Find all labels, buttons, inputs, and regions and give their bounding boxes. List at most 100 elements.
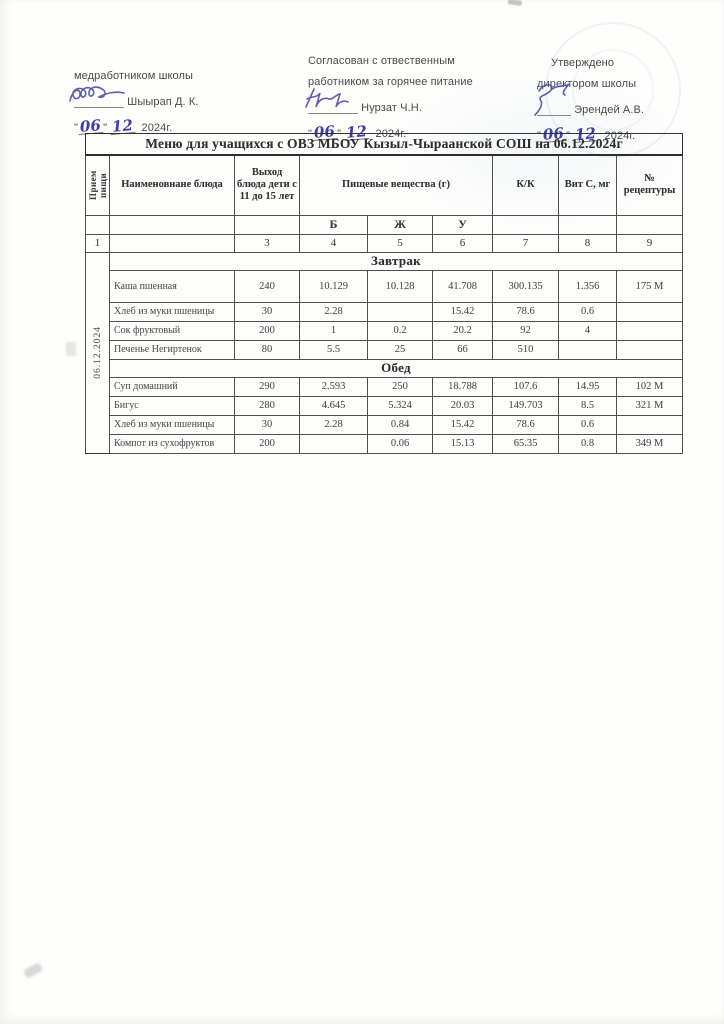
header-dish: Наименовнане блюда — [109, 154, 235, 216]
value-carbs: 20.03 — [432, 395, 493, 416]
col-num: 4 — [299, 233, 368, 253]
value-output: 30 — [234, 301, 300, 322]
value-kcal: 107.6 — [492, 376, 559, 397]
scan-artifact-left-margin — [66, 342, 76, 356]
value-vitc: 0.6 — [558, 414, 617, 435]
value-protein: 4.645 — [299, 395, 368, 416]
approval-role: медработником школы — [74, 70, 194, 82]
col-num: 5 — [367, 233, 433, 253]
dish-name: Хлеб из муки пшеницы — [109, 414, 235, 435]
menu-table: Меню для учащихся с ОВЗ МБОУ Кызыл-Чыраа… — [84, 133, 684, 454]
col-num: 9 — [615, 233, 684, 253]
value-recipe — [615, 320, 684, 341]
header-kcal: К/К — [492, 154, 559, 216]
value-recipe: 349 М — [615, 433, 684, 454]
value-vitc — [558, 339, 617, 360]
section-row-breakfast: 06.12.2024 Завтрак — [85, 251, 684, 454]
table-row: Печенье Негиртенок 80 5.5 25 66 510 — [86, 339, 684, 360]
value-recipe — [615, 414, 684, 435]
approval-role: Согласован с отвественным — [308, 55, 455, 67]
approval-block-catering: Согласован с отвественным работником за … — [305, 55, 533, 142]
value-kcal: 78.6 — [492, 301, 559, 322]
col-num: 1 — [85, 233, 110, 253]
value-protein: 2.593 — [299, 376, 368, 397]
signature-line — [534, 83, 571, 116]
value-fat: 0.2 — [367, 320, 433, 341]
value-protein: 1 — [299, 320, 368, 341]
dish-name: Сок фруктовый — [109, 320, 235, 341]
col-num: 6 — [432, 233, 493, 253]
director-signature-icon — [534, 83, 570, 116]
value-protein: 5.5 — [299, 339, 368, 360]
approval-name: Эрендей А.В. — [574, 104, 645, 116]
approval-role: Утверждено — [551, 57, 615, 69]
value-fat: 0.06 — [367, 433, 433, 454]
value-output: 280 — [234, 395, 300, 416]
table-title-row: Меню для учащихся с ОВЗ МБОУ Кызыл-Чыраа… — [84, 133, 684, 156]
col-num: 7 — [492, 233, 559, 253]
dish-name: Печенье Негиртенок — [109, 339, 235, 360]
value-kcal: 149.703 — [492, 395, 559, 416]
value-fat: 0.84 — [367, 414, 433, 435]
value-vitc: 8.5 — [558, 395, 617, 416]
signature-line — [305, 88, 358, 114]
value-carbs: 15.13 — [432, 433, 493, 454]
value-carbs: 41.708 — [432, 269, 493, 303]
approval-date: "06" 12 2024г. — [74, 116, 173, 136]
value-vitc: 14.95 — [558, 376, 617, 397]
approval-role: директором школы — [537, 78, 637, 90]
subheader-fat: Ж — [367, 214, 433, 235]
value-vitc: 1.356 — [558, 269, 617, 303]
value-fat: 25 — [367, 339, 433, 360]
section-row-lunch: Обед — [86, 358, 684, 378]
value-kcal: 78.6 — [492, 414, 559, 435]
header-vitc: Вит С, мг — [558, 154, 617, 216]
dish-name: Хлеб из муки пшеницы — [109, 301, 235, 322]
value-kcal: 300.135 — [492, 269, 559, 303]
scan-artifact-bottom-left — [22, 962, 44, 979]
value-kcal: 510 — [492, 339, 559, 360]
subheader-row: Б Ж У — [85, 214, 684, 235]
table-row: Хлеб из муки пшеницы 30 2.28 0.84 15.42 … — [86, 414, 684, 435]
value-recipe: 175 М — [615, 269, 684, 303]
approval-block-medical: медработником школы Шыырап Д. К. "06" 12… — [69, 70, 289, 136]
value-fat: 5.324 — [367, 395, 433, 416]
signature-line — [69, 86, 125, 108]
year-label: 2024г. — [141, 122, 173, 134]
value-recipe: 102 М — [615, 376, 684, 397]
value-carbs: 20.2 — [432, 320, 493, 341]
col-num: 8 — [558, 233, 617, 253]
subheader-protein: Б — [299, 214, 368, 235]
value-output: 200 — [234, 320, 300, 341]
document-title: Меню для учащихся с ОВЗ МБОУ Кызыл-Чыраа… — [84, 133, 684, 156]
table-row: Каша пшенная 240 10.129 10.128 41.708 30… — [86, 269, 684, 303]
table-row: Суп домашний 290 2.593 250 18.788 107.6 … — [86, 376, 684, 397]
approval-name: Нурзат Ч.Н. — [361, 102, 422, 114]
header-recipe: № рецептуры — [615, 154, 684, 216]
subheader-carbs: У — [432, 214, 493, 235]
value-fat: 250 — [367, 376, 433, 397]
dish-name: Компот из сухофруктов — [109, 433, 235, 454]
table-row: Компот из сухофруктов 200 0.06 15.13 65.… — [86, 433, 684, 454]
value-output: 290 — [234, 376, 300, 397]
approval-role: работником за горячее питание — [308, 76, 473, 88]
value-protein — [299, 433, 368, 454]
value-vitc: 4 — [558, 320, 617, 341]
table-header-row: Прием пищи Наименовнане блюда Выход блюд… — [85, 154, 684, 216]
value-protein: 10.129 — [299, 269, 368, 303]
header-meal: Прием пищи — [85, 154, 110, 216]
table-row: Хлеб из муки пшеницы 30 2.28 15.42 78.6 … — [86, 301, 684, 322]
value-fat — [367, 301, 433, 322]
table-row: Бигус 280 4.645 5.324 20.03 149.703 8.5 … — [86, 395, 684, 416]
approval-block-director: Утверждено директором школы Эрендей А.В.… — [534, 57, 712, 144]
header-output: Выход блюда дети с 11 до 15 лет — [234, 154, 300, 216]
header-nutrients: Пищевые вещества (г) — [299, 154, 493, 216]
value-output: 240 — [234, 269, 300, 303]
value-output: 200 — [234, 433, 300, 454]
value-recipe — [615, 301, 684, 322]
dish-name: Бигус — [109, 395, 235, 416]
value-carbs: 18.788 — [432, 376, 493, 397]
col-num: 3 — [234, 233, 300, 253]
value-vitc: 0.6 — [558, 301, 617, 322]
